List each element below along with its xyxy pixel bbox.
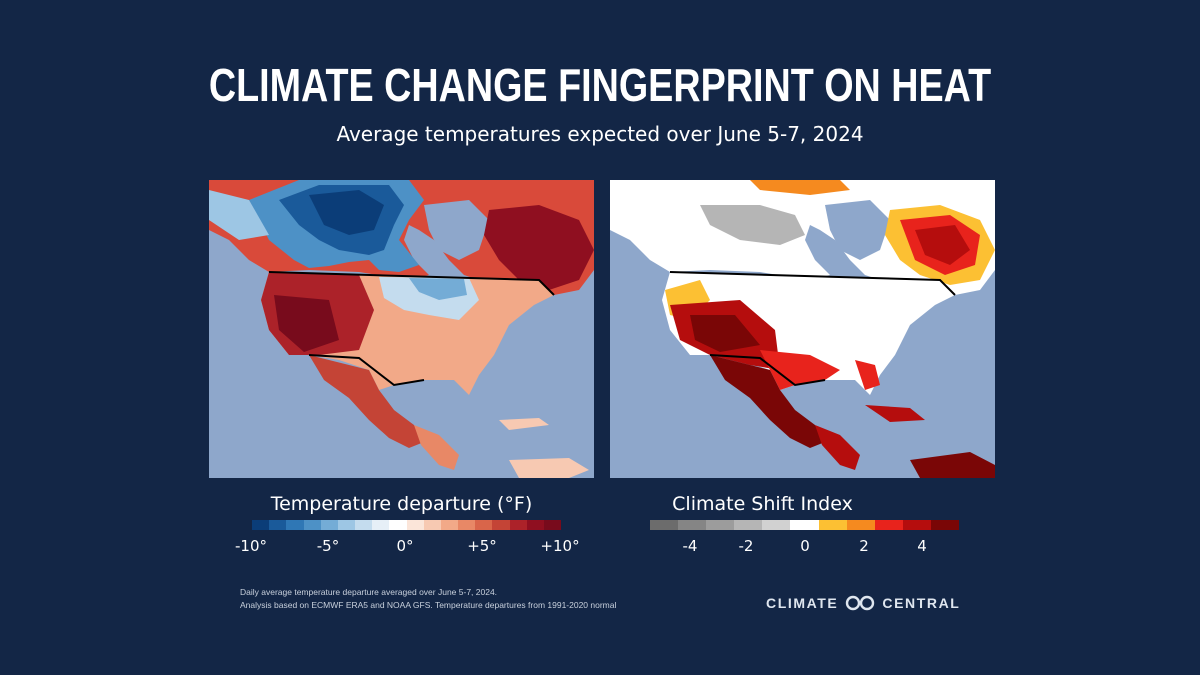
- colorbar-tick-label: 0: [800, 537, 810, 555]
- colorbar-swatch: [762, 520, 791, 530]
- colorbar-swatch: [475, 520, 493, 530]
- colorbar-swatch: [372, 520, 390, 530]
- climate-central-logo: CLIMATE CENTRAL: [766, 594, 960, 612]
- logo-text-climate: CLIMATE: [766, 595, 839, 611]
- colorbar-swatch: [389, 520, 407, 530]
- colorbar-swatch: [930, 520, 960, 530]
- colorbar-swatch: [706, 520, 735, 530]
- temperature-departure-map: [209, 180, 594, 478]
- colorbar-tick-label: +5°: [467, 537, 497, 555]
- colorbar-swatch: [252, 520, 270, 530]
- colorbar-tick-label: 2: [859, 537, 869, 555]
- colorbar-swatch: [337, 520, 356, 530]
- colorbar-swatch: [526, 520, 544, 530]
- climate-shift-index-map: [610, 180, 995, 478]
- colorbar-swatch: [790, 520, 819, 530]
- colorbar-tick-label: 4: [917, 537, 927, 555]
- infinity-logo-icon: [846, 595, 875, 611]
- colorbar-tick-label: -10°: [235, 537, 267, 555]
- colorbar-swatch: [678, 520, 707, 530]
- colorbar-tick-label: -5°: [316, 537, 340, 555]
- colorbar-swatch: [286, 520, 304, 530]
- colorbar-tick-label: +10°: [540, 537, 580, 555]
- left-legend-title: Temperature departure (°F): [270, 493, 533, 515]
- footnote-line-1: Daily average temperature departure aver…: [240, 587, 498, 597]
- colorbar-swatch: [846, 520, 875, 530]
- colorbar-swatch: [320, 520, 338, 530]
- colorbar-swatch: [734, 520, 763, 530]
- colorbar-swatch: [355, 520, 373, 530]
- csi-colorbar: [650, 520, 960, 530]
- colorbar-swatch: [303, 520, 321, 530]
- logo-text-central: CENTRAL: [882, 595, 961, 611]
- colorbar-swatch: [543, 520, 562, 530]
- colorbar-swatch: [650, 520, 679, 530]
- colorbar-tick-label: -4: [682, 537, 698, 555]
- colorbar-swatch: [440, 520, 459, 530]
- footnote-line-2: Analysis based on ECMWF ERA5 and NOAA GF…: [240, 600, 617, 610]
- page-subtitle: Average temperatures expected over June …: [336, 122, 864, 146]
- colorbar-swatch: [874, 520, 903, 530]
- page-title: CLIMATE CHANGE FINGERPRINT ON HEAT: [208, 59, 992, 111]
- colorbar-tick-label: -2: [738, 537, 754, 555]
- colorbar-tick-label: 0°: [396, 537, 414, 555]
- colorbar-swatch: [458, 520, 476, 530]
- colorbar-swatch: [902, 520, 931, 530]
- colorbar-swatch: [269, 520, 287, 530]
- right-legend-title: Climate Shift Index: [672, 493, 853, 515]
- colorbar-swatch: [818, 520, 847, 530]
- colorbar-swatch: [423, 520, 441, 530]
- temperature-colorbar: [252, 520, 562, 530]
- colorbar-swatch: [509, 520, 527, 530]
- colorbar-swatch: [492, 520, 510, 530]
- colorbar-swatch: [406, 520, 424, 530]
